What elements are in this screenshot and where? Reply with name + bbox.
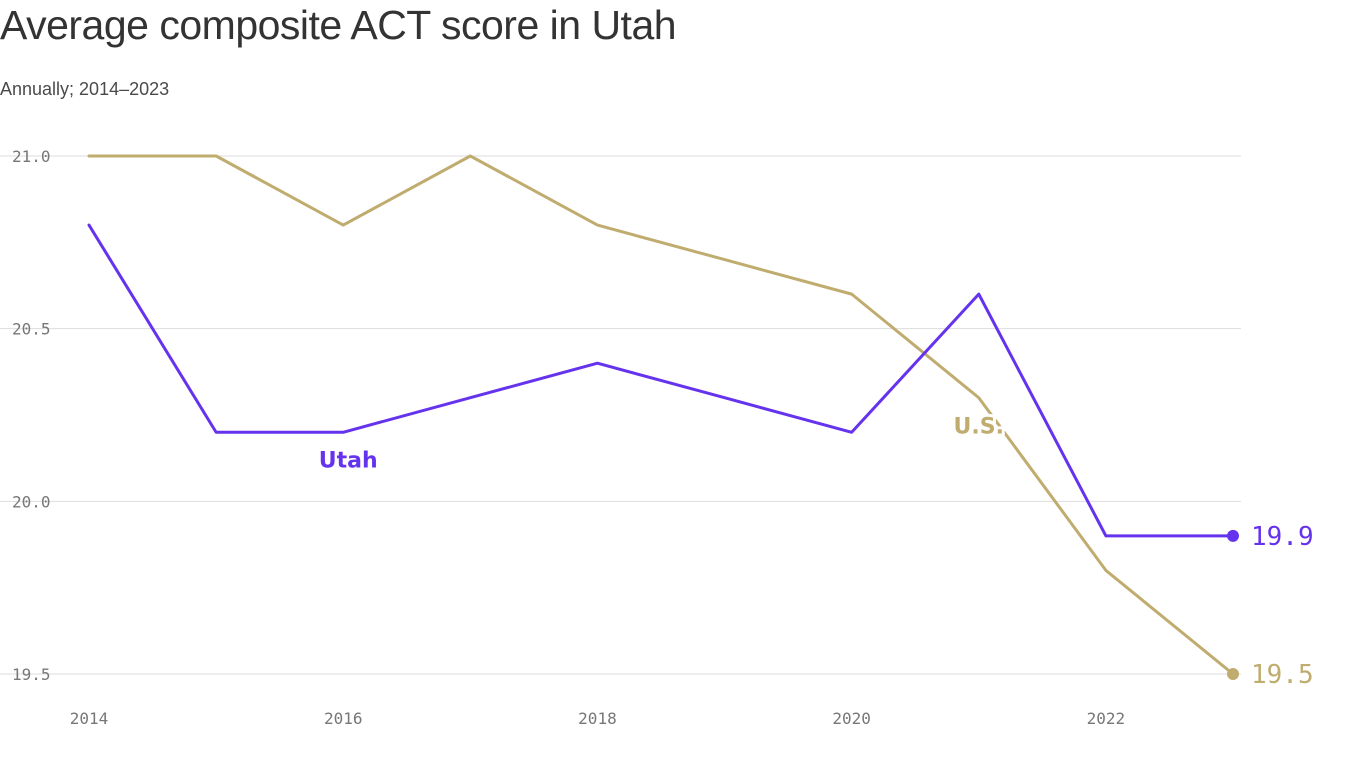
y-tick-label: 21.0 — [12, 147, 51, 166]
y-tick-label: 20.5 — [12, 320, 51, 339]
series-label-utah: Utah — [319, 448, 378, 473]
y-tick-label: 19.5 — [12, 665, 51, 684]
series-lines — [87, 154, 1239, 680]
y-axis-ticks: 19.5 20.0 20.5 21.0 — [12, 147, 51, 684]
x-tick-label: 2014 — [70, 709, 109, 728]
end-value-label-utah: 19.9 — [1251, 522, 1314, 552]
x-tick-label: 2022 — [1087, 709, 1126, 728]
series-label-us: U.S. — [954, 415, 1004, 440]
end-value-label-us: 19.5 — [1251, 660, 1314, 690]
x-tick-label: 2020 — [832, 709, 871, 728]
series-label-us-halo: U.S. — [954, 415, 1004, 440]
x-tick-label: 2016 — [324, 709, 363, 728]
end-point-us — [1227, 668, 1239, 680]
end-point-utah — [1227, 529, 1239, 542]
series-line-utah — [87, 223, 1235, 538]
x-tick-label: 2018 — [578, 709, 617, 728]
x-axis-ticks: 2014 2016 2018 2020 2022 — [70, 709, 1125, 728]
series-line-us — [87, 154, 1235, 676]
y-gridlines — [0, 155, 1241, 675]
chart-subtitle: Annually; 2014–2023 — [0, 79, 170, 99]
chart-title: Average composite ACT score in Utah — [0, 2, 677, 48]
y-tick-label: 20.0 — [12, 492, 51, 511]
